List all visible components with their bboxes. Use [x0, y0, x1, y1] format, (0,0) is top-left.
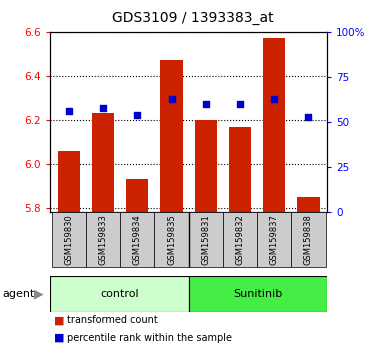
Text: ■: ■ — [54, 333, 64, 343]
Text: agent: agent — [2, 289, 34, 299]
Text: ▶: ▶ — [34, 287, 44, 300]
Point — [203, 101, 209, 107]
Text: ■: ■ — [54, 315, 64, 325]
Point — [305, 114, 311, 120]
Text: GSM159837: GSM159837 — [270, 215, 279, 265]
Text: GSM159834: GSM159834 — [133, 215, 142, 265]
Bar — [58, 151, 80, 212]
Bar — [126, 179, 149, 212]
Bar — [52, 212, 86, 267]
Point — [271, 96, 277, 102]
Bar — [263, 39, 285, 212]
Bar — [223, 212, 257, 267]
Text: transformed count: transformed count — [67, 315, 158, 325]
Bar — [120, 212, 154, 267]
Bar — [257, 212, 291, 267]
Text: GSM159838: GSM159838 — [304, 215, 313, 265]
Bar — [229, 126, 251, 212]
Bar — [161, 61, 182, 212]
Bar — [154, 212, 189, 267]
Bar — [189, 276, 327, 312]
Bar — [297, 197, 320, 212]
Point — [169, 96, 175, 102]
Text: GSM159830: GSM159830 — [64, 215, 74, 265]
Text: GSM159833: GSM159833 — [99, 215, 107, 265]
Point — [66, 108, 72, 114]
Bar — [50, 276, 189, 312]
Bar — [86, 212, 120, 267]
Bar — [92, 113, 114, 212]
Text: GSM159831: GSM159831 — [201, 215, 210, 265]
Text: control: control — [100, 289, 139, 299]
Text: GDS3109 / 1393383_at: GDS3109 / 1393383_at — [112, 11, 273, 25]
Text: percentile rank within the sample: percentile rank within the sample — [67, 333, 233, 343]
Bar — [189, 212, 223, 267]
Bar — [291, 212, 326, 267]
Text: GSM159835: GSM159835 — [167, 215, 176, 265]
Point — [100, 105, 106, 110]
Point — [237, 101, 243, 107]
Text: GSM159832: GSM159832 — [236, 215, 244, 265]
Point — [134, 112, 141, 118]
Bar — [195, 120, 217, 212]
Text: Sunitinib: Sunitinib — [233, 289, 283, 299]
